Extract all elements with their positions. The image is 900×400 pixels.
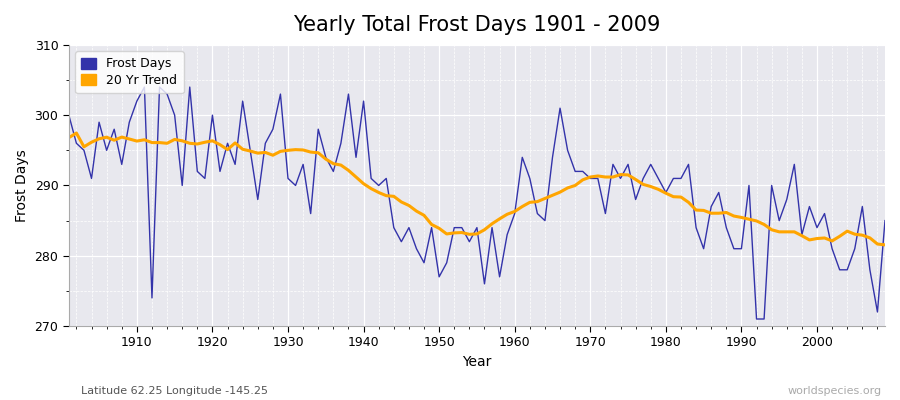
20 Yr Trend [343,168,354,173]
Frost Days [124,120,135,125]
Text: worldspecies.org: worldspecies.org [788,386,882,396]
20 Yr Trend [509,209,520,214]
20 Yr Trend [298,148,309,152]
Y-axis label: Frost Days: Frost Days [15,149,29,222]
Frost Days [608,162,618,167]
Frost Days [509,211,520,216]
Line: Frost Days: Frost Days [68,87,885,319]
Frost Days [139,85,149,90]
20 Yr Trend [517,204,527,209]
20 Yr Trend [879,242,890,247]
Legend: Frost Days, 20 Yr Trend: Frost Days, 20 Yr Trend [75,51,184,93]
Line: 20 Yr Trend: 20 Yr Trend [68,133,885,245]
X-axis label: Year: Year [463,355,491,369]
Frost Days [517,155,527,160]
Frost Days [298,162,309,167]
20 Yr Trend [608,175,618,180]
Frost Days [63,113,74,118]
20 Yr Trend [131,139,142,144]
20 Yr Trend [63,135,74,140]
Frost Days [343,92,354,96]
Frost Days [879,218,890,223]
20 Yr Trend [71,131,82,136]
Text: Latitude 62.25 Longitude -145.25: Latitude 62.25 Longitude -145.25 [81,386,268,396]
Frost Days [752,316,762,321]
Title: Yearly Total Frost Days 1901 - 2009: Yearly Total Frost Days 1901 - 2009 [293,15,661,35]
